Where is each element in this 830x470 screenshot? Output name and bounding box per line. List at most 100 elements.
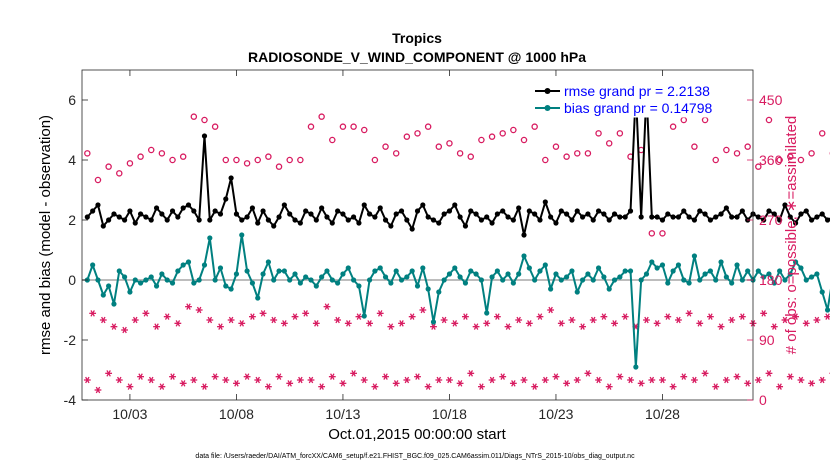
obs-possible-point [605, 140, 613, 147]
rmse-point [702, 211, 708, 217]
rmse-point [185, 202, 192, 208]
rmse-point [420, 202, 426, 208]
y-tick-label: 2 [68, 212, 76, 228]
obs-possible-point [147, 146, 155, 154]
x-tick-label: 10/03 [112, 406, 147, 422]
bias-point [90, 262, 96, 268]
obs-assimilated-point [366, 320, 373, 327]
rmse-point [303, 208, 309, 214]
obs-assimilated-point [382, 373, 389, 380]
rmse-point [814, 214, 820, 220]
bias-point [388, 280, 394, 286]
obs-assimilated-point [685, 310, 693, 317]
bias-point [478, 277, 485, 283]
rmse-point [782, 202, 788, 208]
bias-point [532, 277, 538, 283]
rmse-point [718, 211, 724, 217]
rmse-point [425, 214, 431, 220]
obs-assimilated-point [659, 376, 666, 384]
bias-point [500, 277, 506, 283]
rmse-point [153, 205, 160, 211]
obs-assimilated-point [259, 310, 267, 317]
obs-assimilated-point [643, 316, 650, 324]
rmse-point [819, 211, 825, 217]
rmse-point [441, 211, 447, 217]
bias-point [127, 289, 133, 295]
rmse-point [521, 232, 527, 238]
obs-assimilated-point [611, 320, 618, 327]
legend-bias-marker [544, 105, 551, 111]
bias-point [239, 232, 245, 238]
obs-possible-point [116, 170, 123, 177]
obs-assimilated-point [664, 313, 672, 320]
obs-assimilated-point [227, 316, 235, 324]
bias-point [745, 268, 751, 274]
obs-possible-point [360, 126, 368, 134]
rmse-point [100, 223, 106, 229]
rmse-point [223, 196, 229, 202]
obs-possible-point [275, 163, 283, 170]
bias-point [201, 262, 208, 268]
rmse-point [148, 217, 154, 223]
bias-point [452, 265, 458, 271]
obs-assimilated-point [126, 383, 134, 390]
bias-point [494, 268, 500, 274]
rmse-point [564, 211, 570, 217]
obs-assimilated-point [323, 303, 331, 310]
obs-assimilated-point [169, 373, 176, 380]
obs-assimilated-point [765, 370, 773, 377]
bias-point [111, 301, 117, 307]
bias-point [574, 289, 580, 295]
rmse-point [207, 217, 213, 223]
obs-assimilated-point [488, 376, 496, 384]
rmse-point [659, 217, 666, 223]
obs-assimilated-point [131, 316, 139, 324]
x-tick-label: 10/18 [432, 406, 467, 422]
obs-possible-point [371, 156, 379, 164]
bias-point [590, 277, 596, 283]
bias-point [265, 259, 271, 265]
bias-point [670, 268, 676, 274]
obs-assimilated-point [435, 376, 443, 384]
rmse-point [329, 220, 335, 226]
rmse-point [95, 202, 101, 208]
obs-assimilated-point [728, 316, 736, 324]
rmse-point [574, 208, 580, 214]
obs-assimilated-point [153, 323, 160, 330]
obs-assimilated-point [270, 316, 278, 324]
rmse-point [287, 211, 293, 217]
obs-possible-point [137, 153, 144, 160]
obs-assimilated-point [387, 323, 395, 330]
obs-assimilated-point [121, 326, 128, 334]
rmse-point [201, 133, 208, 139]
bias-point [803, 277, 809, 283]
bias-point [755, 268, 761, 274]
bias-point [659, 262, 666, 268]
bias-point [100, 292, 106, 298]
obs-assimilated-point [360, 376, 368, 384]
rmse-point [292, 217, 298, 223]
obs-assimilated-point [627, 376, 634, 384]
obs-assimilated-point [552, 373, 560, 380]
rmse-point [777, 217, 783, 223]
bias-point [686, 280, 692, 286]
rmse-point [500, 208, 506, 214]
obs-possible-point [286, 156, 293, 164]
obs-assimilated-point [733, 373, 741, 380]
rmse-point [638, 214, 644, 220]
bias-point [819, 289, 825, 295]
rmse-point [691, 217, 698, 223]
obs-assimilated-point [89, 310, 97, 317]
obs-assimilated-point [392, 380, 400, 387]
bias-point [548, 286, 554, 292]
bias-point [116, 268, 122, 274]
bias-point [287, 277, 293, 283]
obs-assimilated-point [797, 376, 805, 384]
bias-point [377, 265, 383, 271]
obs-assimilated-point [233, 380, 240, 387]
x-axis-label: Oct.01,2015 00:00:00 start [328, 426, 506, 443]
obs-possible-point [222, 156, 230, 164]
obs-assimilated-point [174, 320, 182, 327]
plot-frame [81, 69, 754, 401]
bias-point [255, 295, 261, 301]
